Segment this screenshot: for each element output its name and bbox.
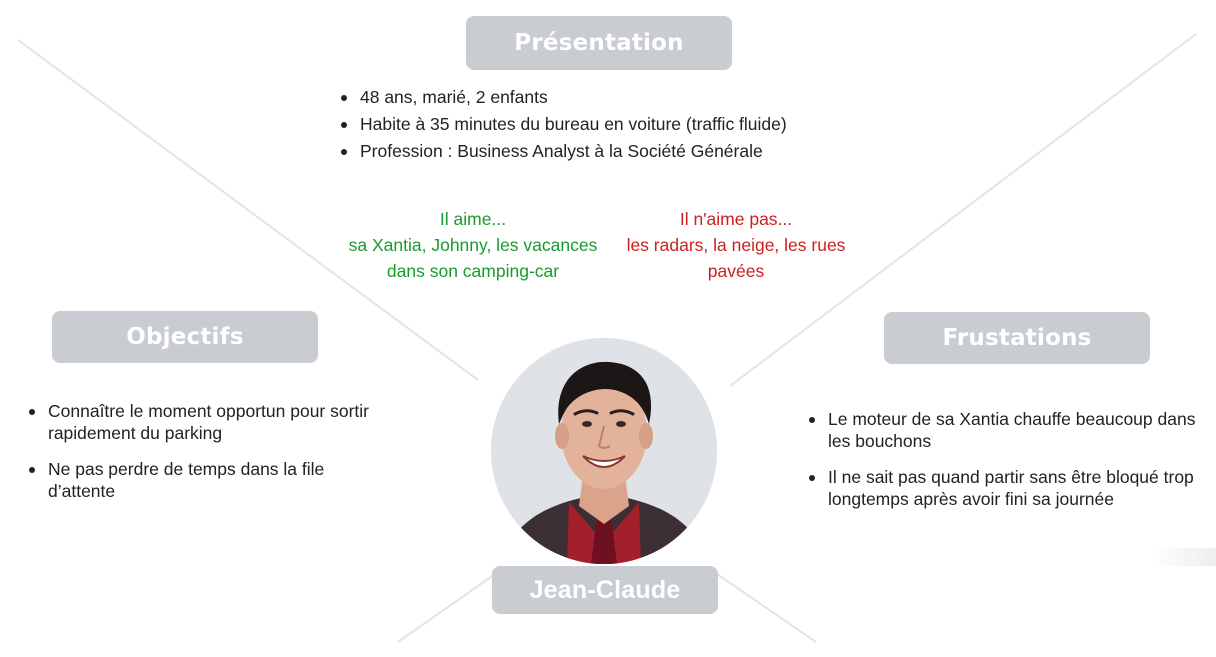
likes-line: dans son camping-car <box>386 261 560 281</box>
dislikes-heading: Il n'aime pas... <box>679 209 793 229</box>
frustations-title-badge: Frustations <box>884 312 1150 364</box>
likes-line: sa Xantia, Johnny, les vacances <box>348 235 598 255</box>
objectifs-list: Connaître le moment opportun pour sortir… <box>22 400 382 516</box>
connector-line-top-left <box>17 39 479 381</box>
corner-shadow <box>1150 548 1216 566</box>
frustations-item: Le moteur de sa Xantia chauffe beaucoup … <box>802 408 1212 452</box>
dislikes-section: Il n'aime pas... les radars, la neige, l… <box>610 206 862 284</box>
connector-line-top-right <box>729 33 1197 387</box>
persona-name-badge: Jean-Claude <box>492 566 718 614</box>
frustations-list: Le moteur de sa Xantia chauffe beaucoup … <box>802 408 1212 524</box>
presentation-title-badge: Présentation <box>466 16 732 70</box>
frustations-item: Il ne sait pas quand partir sans être bl… <box>802 466 1212 510</box>
persona-portrait-illustration <box>491 338 717 564</box>
likes-heading: Il aime... <box>439 209 507 229</box>
objectifs-title: Objectifs <box>126 324 244 350</box>
objectifs-title-badge: Objectifs <box>52 311 318 363</box>
dislikes-line: les radars, la neige, les rues <box>626 235 846 255</box>
presentation-title: Présentation <box>514 30 684 56</box>
frustations-title: Frustations <box>942 325 1092 351</box>
likes-section: Il aime... sa Xantia, Johnny, les vacanc… <box>328 206 618 284</box>
objectifs-item: Connaître le moment opportun pour sortir… <box>22 400 382 444</box>
persona-avatar <box>491 338 717 564</box>
connector-line-bottom-right <box>713 571 817 643</box>
objectifs-item: Ne pas perdre de temps dans la file d’at… <box>22 458 382 502</box>
presentation-item: Profession : Business Analyst à la Socié… <box>334 140 894 162</box>
presentation-item: 48 ans, marié, 2 enfants <box>334 86 894 108</box>
dislikes-line: pavées <box>707 261 765 281</box>
persona-name: Jean-Claude <box>529 575 681 604</box>
presentation-list: 48 ans, marié, 2 enfants Habite à 35 min… <box>334 86 894 167</box>
presentation-item: Habite à 35 minutes du bureau en voiture… <box>334 113 894 135</box>
connector-line-bottom-left <box>397 571 499 643</box>
